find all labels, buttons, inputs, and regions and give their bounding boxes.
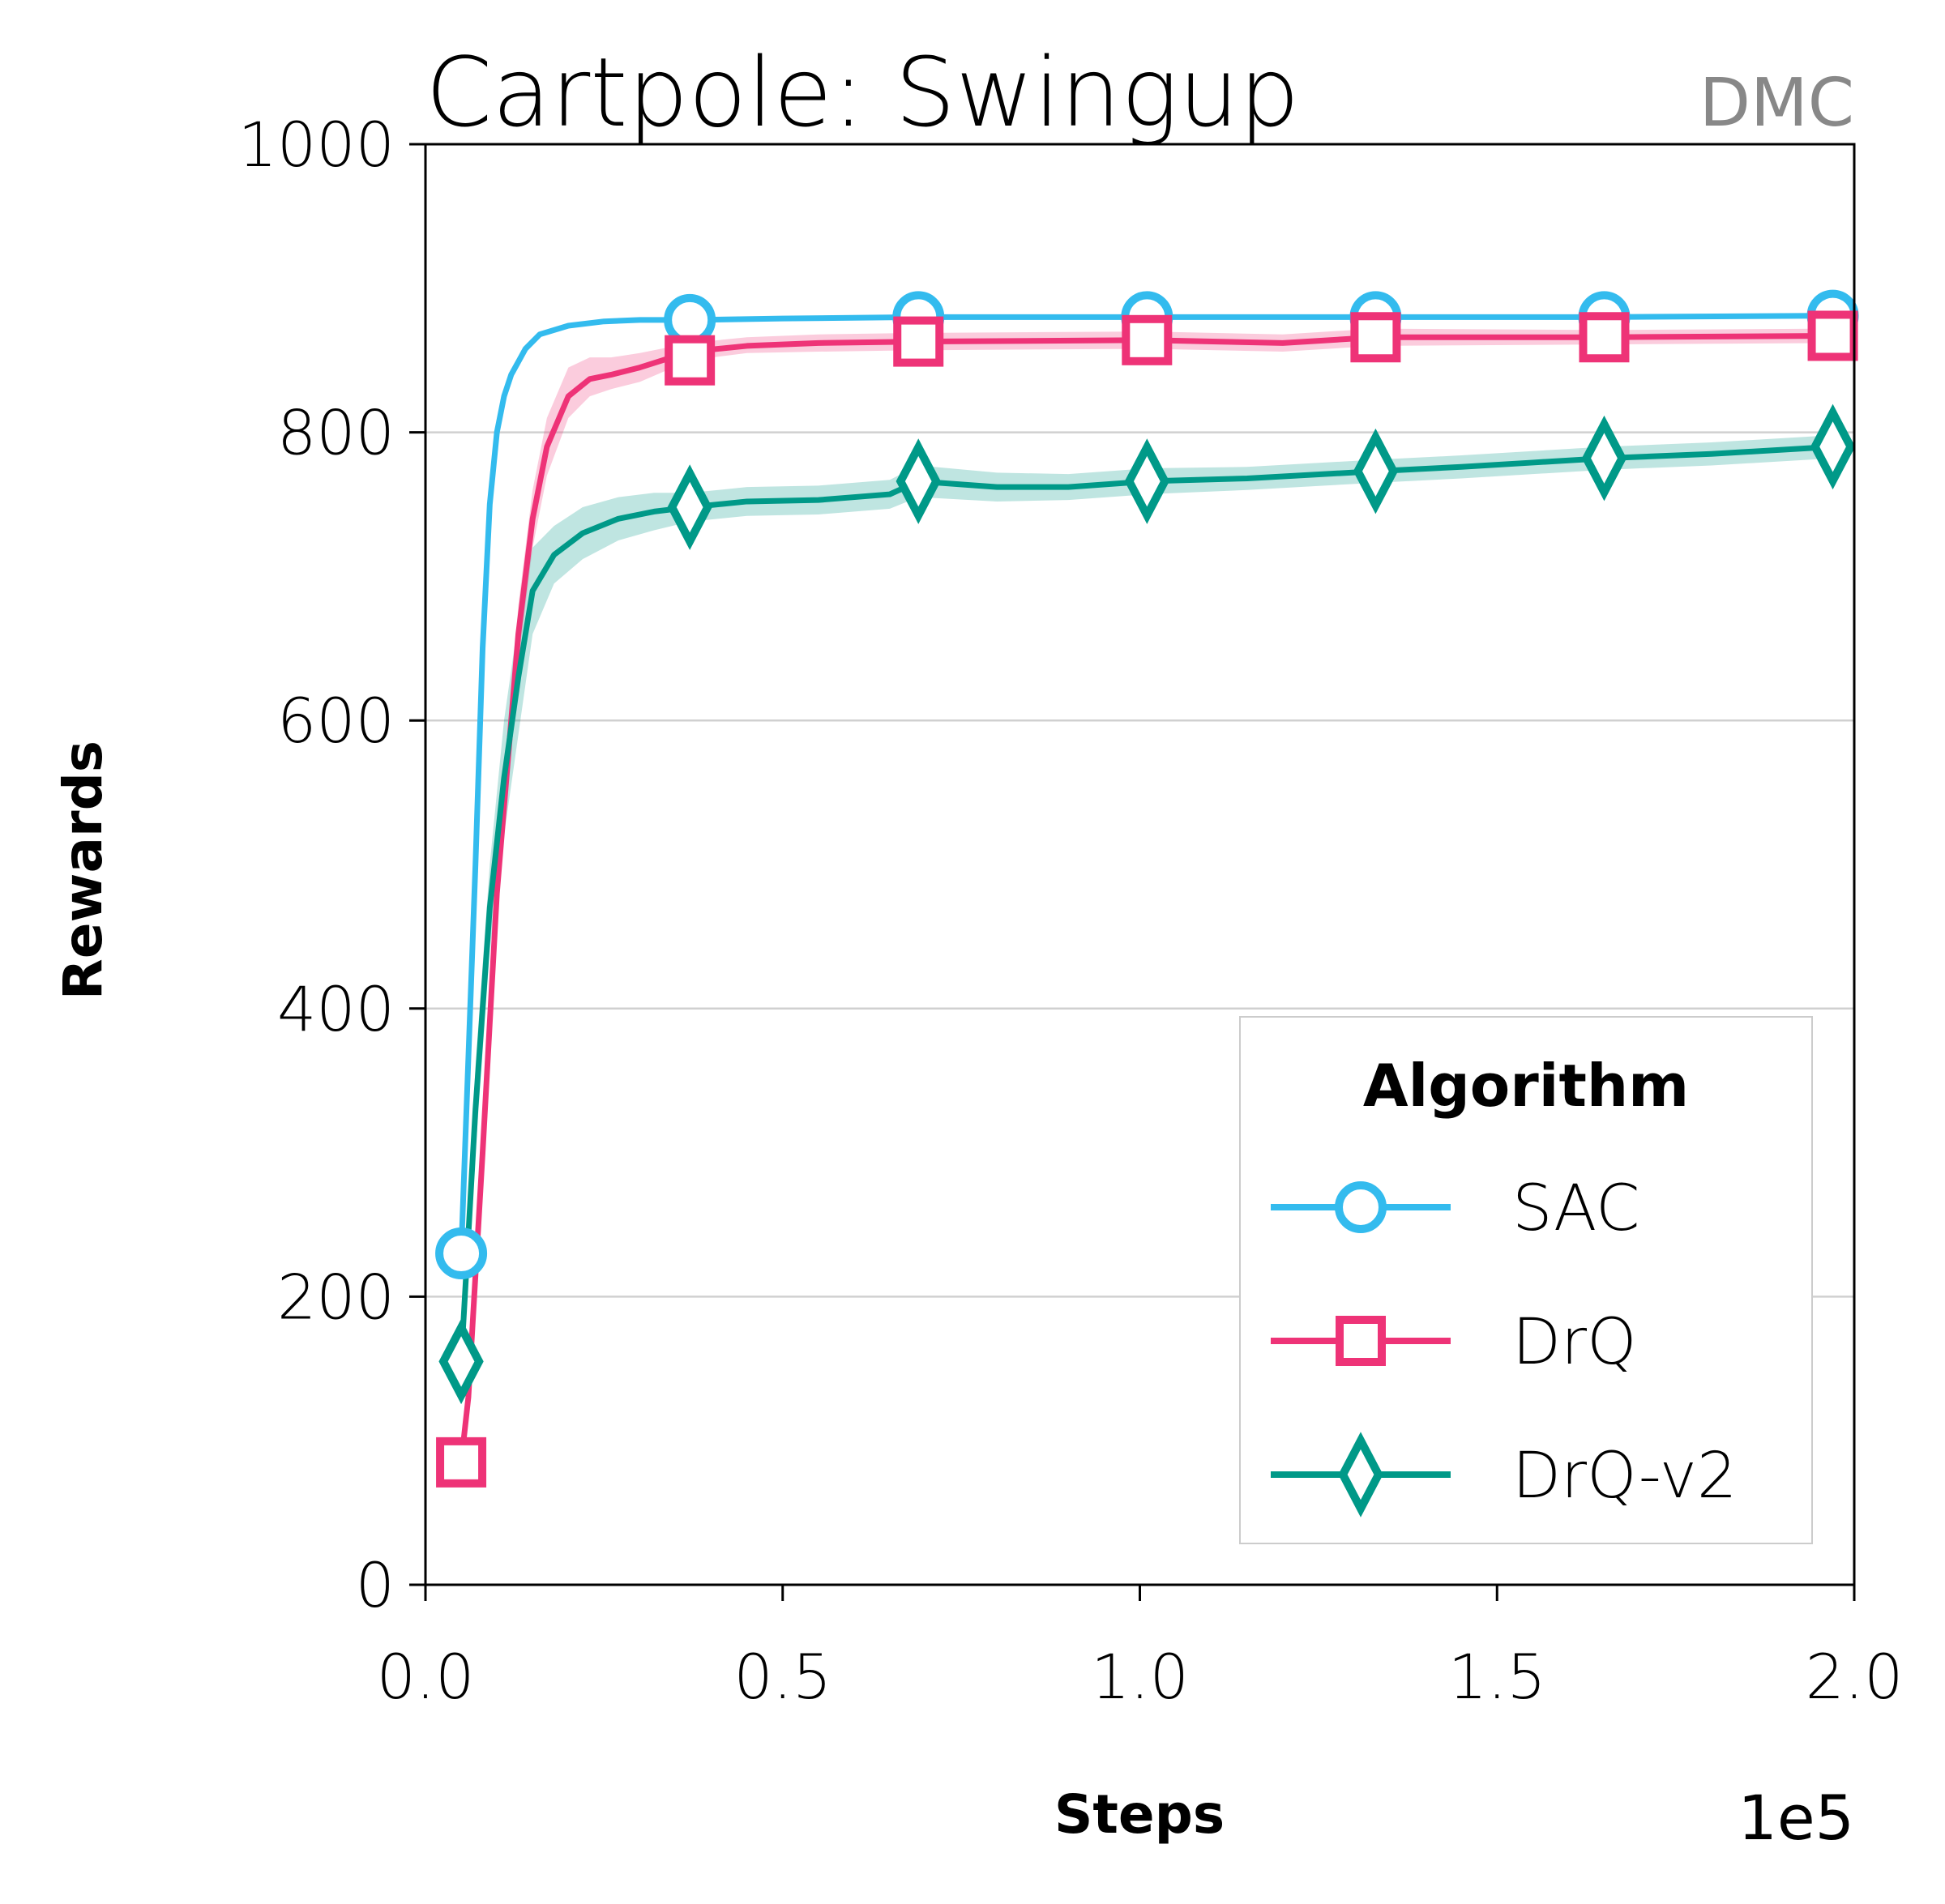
sac-marker-point [435,1227,488,1280]
y-tick-label-1000: 1000 [238,109,395,181]
x-axis-offset-label: 1e5 [1738,1782,1854,1854]
x-tick-label-0.5: 0.5 [733,1641,831,1713]
drq-marker-point [1350,312,1401,363]
legend-marker-sac [1335,1181,1387,1233]
y-axis-label: Rewards [52,741,114,1000]
y-tick-label-200: 200 [277,1261,395,1333]
x-tick-label-2.0: 2.0 [1806,1641,1904,1713]
x-tick-label-0.0: 0.0 [377,1641,475,1713]
drq-v2-marker-point [1581,415,1627,502]
legend-marker-drq [1336,1316,1386,1366]
drq-marker-point [1807,310,1858,361]
legend-entry-sac: SAC [1271,1172,1639,1245]
y-tick-label-800: 800 [277,397,395,469]
drq-marker-point [665,335,716,386]
drq-v2-marker-point [1810,403,1856,490]
drq-v2-marker-point [1124,438,1169,524]
drq-v2-marker-point [1353,428,1399,514]
x-tick-label-1.0: 1.0 [1091,1641,1189,1713]
drq-v2-marker-point [438,1318,484,1405]
legend-entry-drq-v2: DrQ-v2 [1271,1432,1738,1518]
drq-marker-point [436,1437,487,1488]
series-markers [435,289,1859,1488]
x-tick-label-1.5: 1.5 [1448,1641,1546,1713]
benchmark-tag: DMC [1699,65,1854,142]
chart-title: Cartpole: Swingup [425,36,1300,148]
drq-v2-marker-point [667,464,712,550]
drq-v2-line [458,443,1836,1364]
y-tick-label-0: 0 [356,1549,395,1621]
legend: Algorithm SAC DrQ DrQ-v2 [1239,1016,1813,1544]
legend-entries: SAC DrQ DrQ-v2 [1271,1172,1738,1518]
legend-marker-drq-v2 [1338,1432,1383,1518]
legend-label-drq: DrQ [1512,1306,1637,1379]
axis-ticks: 0 200 400 600 800 1000 0.0 0.5 1.0 1.5 2.0 [238,109,1904,1713]
legend-title: Algorithm [1363,1052,1689,1120]
legend-entry-drq: DrQ [1271,1306,1637,1379]
drq-marker-point [1122,314,1173,365]
legend-label-sac: SAC [1512,1172,1639,1245]
drq-marker-point [893,316,944,367]
legend-label-drq-v2: DrQ-v2 [1512,1440,1738,1513]
drq-line [458,332,1836,1466]
y-tick-label-400: 400 [277,973,395,1045]
x-axis-label: Steps [1054,1783,1225,1846]
drq-v2-marker-point [896,438,941,524]
drq-marker-point [1579,312,1630,363]
y-tick-label-600: 600 [277,685,395,757]
legend-box [1239,1016,1813,1544]
